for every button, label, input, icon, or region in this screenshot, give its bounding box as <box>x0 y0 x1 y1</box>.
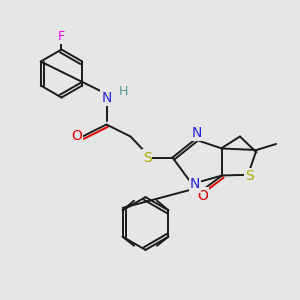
Text: H: H <box>118 85 128 98</box>
Text: N: N <box>190 178 200 191</box>
Text: O: O <box>197 189 208 202</box>
Text: S: S <box>244 169 253 183</box>
Text: N: N <box>191 126 202 140</box>
Text: S: S <box>142 151 152 164</box>
Text: F: F <box>58 29 65 43</box>
Text: O: O <box>71 130 82 143</box>
Text: N: N <box>101 91 112 104</box>
